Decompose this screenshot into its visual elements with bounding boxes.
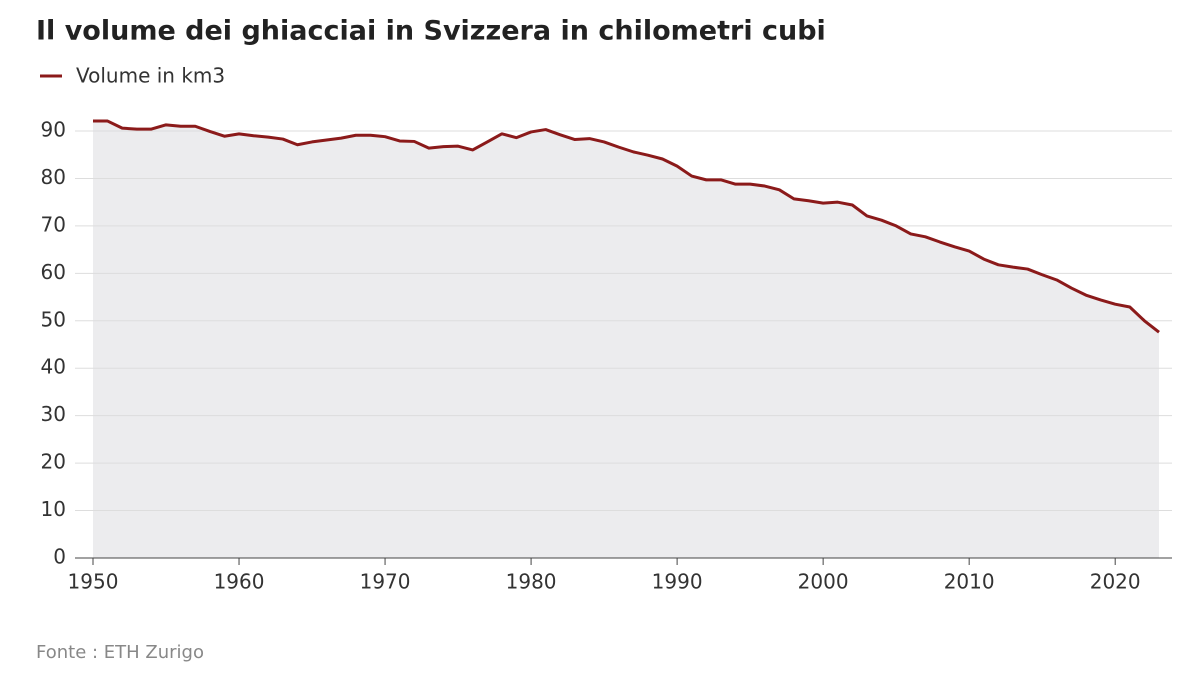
y-tick-label: 0 xyxy=(53,545,66,569)
legend-label: Volume in km3 xyxy=(76,64,225,88)
x-tick-label: 1960 xyxy=(214,570,265,594)
y-tick-label: 90 xyxy=(41,118,66,142)
area xyxy=(93,121,1159,558)
y-tick-label: 80 xyxy=(41,165,66,189)
y-tick-label: 60 xyxy=(41,260,66,284)
x-tick-label: 2010 xyxy=(944,570,995,594)
chart-title: Il volume dei ghiacciai in Svizzera in c… xyxy=(36,16,826,47)
y-tick-label: 20 xyxy=(41,450,66,474)
y-tick-label: 70 xyxy=(41,212,66,236)
x-tick-label: 1970 xyxy=(360,570,411,594)
y-tick-label: 40 xyxy=(41,355,66,379)
plot xyxy=(75,121,1172,559)
line xyxy=(93,119,1160,334)
y-tick-label: 10 xyxy=(41,497,66,521)
y-tick-label: 30 xyxy=(41,402,66,426)
x-tick-label: 2020 xyxy=(1090,570,1141,594)
x-tick-label: 2000 xyxy=(798,570,849,594)
source: Fonte : ETH Zurigo xyxy=(36,642,204,663)
x-tick-label: 1980 xyxy=(506,570,557,594)
x-tick-label: 1950 xyxy=(68,570,119,594)
y-tick-label: 50 xyxy=(41,307,66,331)
x-tick-label: 1990 xyxy=(652,570,703,594)
